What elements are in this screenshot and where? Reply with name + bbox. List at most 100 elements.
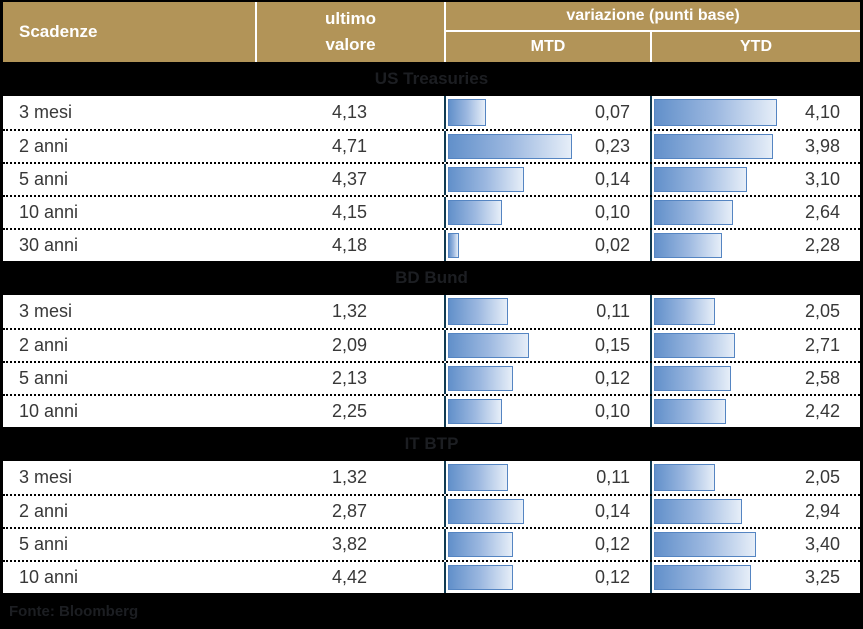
ytd-bar	[654, 167, 747, 192]
ytd-value: 2,28	[804, 235, 840, 255]
mtd-cell: 0,11	[444, 295, 650, 328]
ytd-cell: 3,10	[650, 164, 860, 195]
ytd-cell: 3,40	[650, 529, 860, 560]
mtd-value: 0,10	[594, 401, 630, 421]
mtd-value: 0,11	[596, 301, 630, 321]
ytd-value: 2,94	[804, 501, 840, 521]
mtd-value: 0,10	[594, 202, 630, 222]
maturity-label: 10 anni	[19, 567, 79, 587]
mtd-bar	[448, 298, 508, 325]
mtd-bar	[448, 499, 524, 524]
last-value-cell: 2,25	[331, 401, 368, 421]
ytd-cell: 2,42	[650, 396, 860, 427]
mtd-cell: 0,11	[444, 461, 650, 494]
ytd-cell: 2,58	[650, 363, 860, 394]
last-value-cell: 3,82	[331, 534, 368, 554]
section-band: IT BTP	[3, 427, 860, 461]
ytd-cell: 2,05	[650, 295, 860, 328]
table-row: 2 anni 4,71 0,23 3,98	[3, 129, 860, 162]
section-band: BD Bund	[3, 261, 860, 295]
table-row: 10 anni 4,15 0,10 2,64	[3, 195, 860, 228]
mtd-value: 0,12	[594, 368, 630, 388]
maturity-label: 2 anni	[19, 501, 69, 521]
table-row: 3 mesi 1,32 0,11 2,05	[3, 295, 860, 328]
maturity-label: 3 mesi	[19, 467, 73, 487]
ytd-value: 3,40	[804, 534, 840, 554]
ytd-bar	[654, 464, 716, 491]
mtd-value: 0,07	[594, 102, 630, 122]
ytd-value: 2,05	[804, 467, 840, 487]
header-ytd: YTD	[650, 32, 860, 62]
mtd-value: 0,02	[594, 235, 630, 255]
ytd-cell: 2,05	[650, 461, 860, 494]
ytd-cell: 2,28	[650, 230, 860, 261]
ytd-cell: 3,25	[650, 562, 860, 593]
mtd-bar	[448, 399, 503, 424]
ytd-bar	[654, 565, 752, 590]
header-scadenze: Scadenze	[19, 22, 98, 41]
ytd-value: 2,58	[804, 368, 840, 388]
mtd-bar	[448, 233, 459, 258]
mtd-bar	[448, 366, 513, 391]
mtd-bar	[448, 200, 503, 225]
ytd-bar	[654, 233, 723, 258]
mtd-cell: 0,14	[444, 164, 650, 195]
source-note: Fonte: Bloomberg	[3, 593, 860, 629]
ytd-cell: 2,71	[650, 330, 860, 361]
mtd-value: 0,15	[594, 335, 630, 355]
mtd-value: 0,12	[594, 534, 630, 554]
mtd-bar	[448, 99, 486, 126]
table-row: 5 anni 4,37 0,14 3,10	[3, 162, 860, 195]
header-ultimo-valore: ultimo valore	[255, 2, 444, 62]
ytd-bar	[654, 366, 732, 391]
ytd-cell: 3,98	[650, 131, 860, 162]
last-value-cell: 4,15	[331, 202, 368, 222]
mtd-cell: 0,10	[444, 396, 650, 427]
ytd-cell: 4,10	[650, 96, 860, 129]
mtd-bar	[448, 333, 530, 358]
mtd-value: 0,14	[594, 501, 630, 521]
ytd-value: 3,25	[804, 567, 840, 587]
last-value-cell: 2,87	[331, 501, 368, 521]
ytd-value: 4,10	[804, 102, 840, 122]
last-value-cell: 4,71	[331, 136, 368, 156]
mtd-cell: 0,23	[444, 131, 650, 162]
mtd-value: 0,11	[596, 467, 630, 487]
header-ultimo-line2: valore	[325, 35, 376, 54]
maturity-label: 5 anni	[19, 169, 69, 189]
maturity-label: 5 anni	[19, 534, 69, 554]
maturity-label: 10 anni	[19, 202, 79, 222]
maturity-label: 10 anni	[19, 401, 79, 421]
maturity-label: 30 anni	[19, 235, 79, 255]
mtd-cell: 0,12	[444, 529, 650, 560]
maturity-label: 2 anni	[19, 335, 69, 355]
table-row: 5 anni 3,82 0,12 3,40	[3, 527, 860, 560]
ytd-bar	[654, 499, 742, 524]
mtd-cell: 0,12	[444, 363, 650, 394]
maturity-label: 5 anni	[19, 368, 69, 388]
ytd-bar	[654, 200, 734, 225]
last-value-cell: 4,37	[331, 169, 368, 189]
mtd-value: 0,14	[594, 169, 630, 189]
ytd-bar	[654, 134, 774, 159]
last-value-cell: 4,13	[331, 102, 368, 122]
mtd-value: 0,12	[594, 567, 630, 587]
header-ultimo-line1: ultimo	[325, 9, 376, 28]
mtd-cell: 0,10	[444, 197, 650, 228]
maturity-label: 3 mesi	[19, 102, 73, 122]
header-variazione: variazione (punti base)	[444, 2, 860, 32]
mtd-cell: 0,02	[444, 230, 650, 261]
mtd-bar	[448, 464, 508, 491]
mtd-cell: 0,14	[444, 496, 650, 527]
maturity-label: 3 mesi	[19, 301, 73, 321]
table-row: 10 anni 2,25 0,10 2,42	[3, 394, 860, 427]
table-body: US Treasuries 3 mesi 4,13 0,07 4,10 2 anni 4,7…	[3, 62, 860, 593]
table-row: 3 mesi 4,13 0,07 4,10	[3, 96, 860, 129]
mtd-cell: 0,15	[444, 330, 650, 361]
ytd-bar	[654, 399, 727, 424]
ytd-bar	[654, 532, 756, 557]
table-row: 30 anni 4,18 0,02 2,28	[3, 228, 860, 261]
last-value-cell: 4,18	[331, 235, 368, 255]
last-value-cell: 1,32	[331, 301, 368, 321]
